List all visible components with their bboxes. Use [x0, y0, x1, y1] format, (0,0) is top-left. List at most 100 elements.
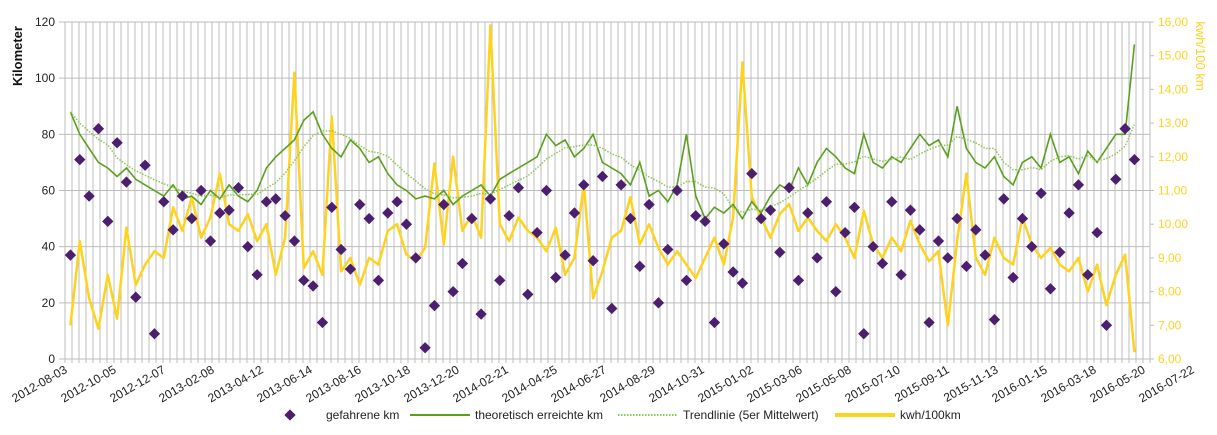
- km-point: [326, 201, 338, 214]
- km-point: [419, 342, 431, 354]
- km-point: [335, 243, 347, 256]
- km-point: [624, 212, 637, 225]
- km-point: [167, 224, 179, 236]
- km-point: [400, 218, 413, 230]
- y-right-title: kwh/100 km: [1193, 21, 1208, 90]
- y-right-tick-label: 13,00: [1158, 116, 1188, 130]
- km-point: [746, 167, 758, 180]
- km-point: [363, 212, 375, 225]
- y-left-tick-label: 0: [48, 352, 55, 366]
- km-point: [391, 196, 403, 208]
- km-point: [848, 201, 861, 214]
- km-point: [195, 184, 207, 197]
- km-point: [447, 285, 459, 298]
- km-point: [540, 184, 553, 197]
- legend-theoretical-label: theoretisch erreichte km: [475, 408, 603, 422]
- km-point: [652, 297, 665, 309]
- km-point: [587, 255, 599, 267]
- km-point: [1091, 226, 1103, 239]
- legend-trend-label: Trendlinie (5er Mittelwert): [683, 408, 819, 422]
- km-point: [1026, 241, 1038, 253]
- y-right-tick-label: 16,00: [1158, 15, 1188, 29]
- legend-km-marker: [284, 409, 296, 421]
- km-point: [783, 182, 795, 194]
- km-point: [792, 274, 805, 287]
- km-point: [662, 243, 674, 256]
- km-point: [1082, 269, 1094, 281]
- y-left-tick-label: 120: [35, 15, 55, 29]
- km-point: [876, 257, 889, 270]
- y-right-tick-label: 9,00: [1158, 251, 1182, 265]
- km-point: [643, 198, 655, 211]
- km-point: [559, 249, 571, 261]
- km-point: [923, 316, 935, 329]
- km-point: [1035, 187, 1047, 199]
- km-point: [568, 207, 581, 219]
- x-tick-label: 2015-07-10: [842, 362, 902, 405]
- km-point: [802, 207, 814, 219]
- km-point: [596, 170, 609, 183]
- km-point: [148, 328, 161, 340]
- km-point: [354, 198, 366, 211]
- km-point: [260, 196, 273, 208]
- y-right-tick-label: 14,00: [1158, 82, 1188, 96]
- km-point: [970, 224, 982, 236]
- km-point: [1063, 207, 1075, 219]
- y-right-tick-label: 7,00: [1158, 318, 1182, 332]
- km-point: [531, 226, 543, 239]
- km-point: [942, 252, 954, 264]
- km-point: [176, 190, 189, 202]
- legend: gefahrene km theoretisch erreichte km Tr…: [284, 408, 961, 422]
- km-point: [298, 274, 310, 287]
- km-point: [690, 210, 702, 222]
- km-point: [727, 266, 739, 278]
- km-point: [960, 260, 973, 272]
- km-point: [606, 302, 618, 315]
- km-point: [522, 288, 534, 301]
- km-point: [102, 215, 114, 228]
- legend-kwh-label: kwh/100km: [900, 408, 961, 422]
- km-point: [867, 241, 879, 253]
- km-point: [755, 212, 767, 225]
- km-point: [671, 184, 683, 197]
- km-point: [232, 182, 245, 194]
- km-point: [484, 193, 497, 205]
- km-point: [214, 207, 226, 219]
- km-point: [466, 212, 478, 225]
- km-point: [858, 328, 870, 340]
- km-point: [139, 159, 151, 171]
- km-point: [158, 196, 170, 208]
- km-point: [288, 235, 301, 247]
- legend-km-label: gefahrene km: [326, 408, 399, 422]
- km-point: [578, 179, 590, 191]
- km-point: [92, 123, 105, 135]
- y-left-tick-label: 40: [42, 240, 56, 254]
- km-point: [1072, 179, 1085, 191]
- trend-series: [69, 111, 1136, 214]
- km-point: [904, 204, 917, 216]
- km-point: [1128, 153, 1141, 166]
- km-point: [475, 308, 487, 320]
- km-point: [270, 193, 282, 205]
- km-point: [494, 274, 506, 287]
- km-point: [382, 207, 394, 219]
- km-point: [764, 204, 777, 216]
- y-right-tick-label: 11,00: [1158, 184, 1187, 198]
- km-point: [998, 193, 1010, 205]
- km-point: [456, 257, 469, 270]
- kwh-line: [69, 24, 1136, 353]
- km-point: [242, 241, 254, 253]
- km-point: [886, 196, 898, 208]
- trend-line: [69, 111, 1136, 214]
- km-point: [708, 316, 721, 329]
- km-point: [344, 263, 357, 275]
- km-point: [130, 291, 142, 303]
- km-point: [1110, 173, 1122, 185]
- km-point: [279, 210, 291, 222]
- theoretical-km-line: [69, 44, 1136, 221]
- y-right-tick-label: 12,00: [1158, 150, 1188, 164]
- km-point: [316, 316, 329, 329]
- km-point: [699, 215, 711, 228]
